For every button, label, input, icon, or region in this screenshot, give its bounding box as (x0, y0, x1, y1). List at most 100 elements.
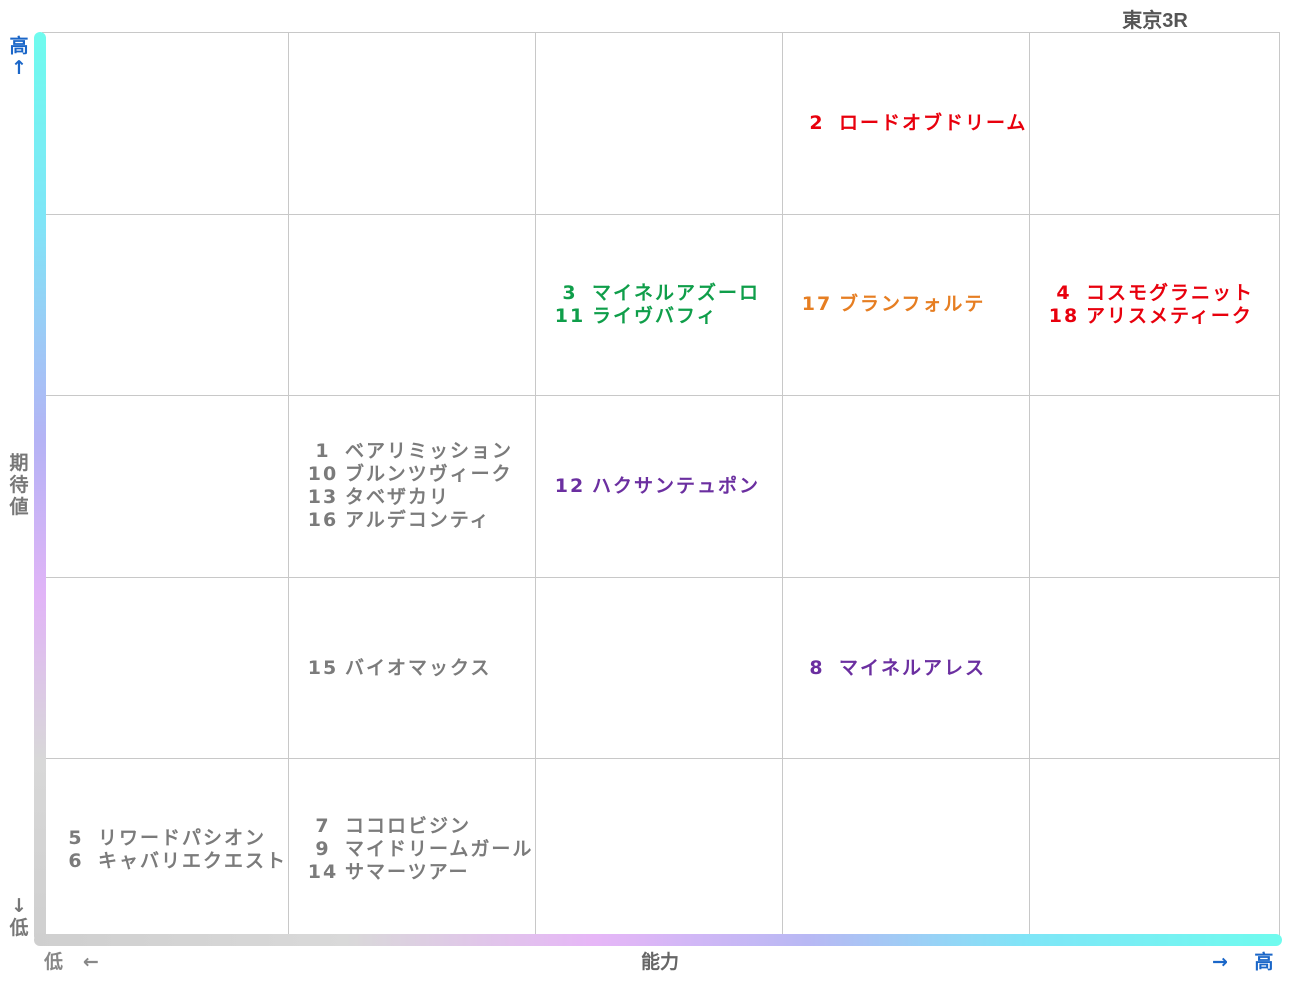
horse-name: マイネルアレス (839, 656, 987, 679)
horse-name: ベアリミッション (345, 440, 514, 463)
horse-entry: 12 ハクサンテュポン (548, 475, 760, 498)
grid-cell: 15 バイオマックス (289, 577, 536, 760)
horse-number: 4 (1056, 281, 1072, 304)
x-axis-low-label: 低 (44, 951, 64, 973)
grid-cell: 17 ブランフォルテ (783, 214, 1030, 397)
horse-name: マイドリームガール (345, 838, 534, 861)
grid-cell (783, 396, 1030, 578)
horse-number: 18 (1048, 304, 1080, 327)
x-axis-high: → 高 (1212, 951, 1273, 973)
y-axis-high-label: 高 (9, 35, 29, 57)
horse-number: 3 (562, 281, 578, 304)
horse-name: ブランフォルテ (839, 293, 986, 316)
horse-entry: 16 アルデコンティ (301, 509, 513, 532)
horse-name: ココロビジン (345, 815, 472, 838)
horse-entry: 8 マイネルアレス (795, 657, 986, 680)
horse-number: 5 (68, 826, 84, 849)
horse-entry: 18 アリスメティーク (1042, 305, 1254, 328)
grid-cell (1030, 578, 1280, 760)
horse-number: 2 (809, 111, 825, 134)
horse-entry: 1 ベアリミッション (301, 440, 513, 463)
y-axis-title: 期待値 (9, 452, 29, 518)
x-axis-low: 低 ← (44, 951, 99, 973)
grid-cell (42, 396, 289, 578)
grid-cell (1030, 396, 1280, 578)
horse-name: ライヴバフィ (592, 304, 718, 327)
grid-cell: 2 ロードオブドリーム (783, 33, 1030, 215)
x-axis-bar (34, 934, 1282, 946)
horse-entry: 14 サマーツアー (301, 861, 533, 884)
grid-cell (1030, 759, 1280, 941)
horse-name: リワードパシオン (98, 826, 267, 849)
horse-name: バイオマックス (345, 656, 492, 679)
cell-entries: 5 リワードパシオン 6 キャバリエクエスト (42, 827, 287, 873)
grid-cell: 8 マイネルアレス (783, 577, 1030, 760)
grid-cell: 5 リワードパシオン 6 キャバリエクエスト (42, 759, 289, 941)
cell-entries: 15 バイオマックス (289, 657, 491, 680)
y-axis-high: 高 ↑ (8, 35, 30, 79)
grid-cell (536, 577, 783, 760)
horse-name: アルデコンティ (345, 509, 491, 532)
horse-number: 13 (307, 486, 339, 509)
horse-number: 10 (307, 463, 339, 486)
cell-entries: 3 マイネルアズーロ 11 ライヴバフィ (536, 282, 760, 328)
up-arrow-icon: ↑ (11, 57, 27, 79)
horse-entry: 13 タベザカリ (301, 486, 513, 509)
horse-entry: 15 バイオマックス (301, 657, 491, 680)
horse-entry: 10 ブルンツヴィーク (301, 463, 513, 486)
horse-entry: 7 ココロビジン (301, 815, 533, 838)
grid-cell: 1 ベアリミッション 10 ブルンツヴィーク 13 タベザカリ 16 アルデコンティ (289, 396, 536, 578)
grid-cell (783, 759, 1030, 941)
horse-entry: 17 ブランフォルテ (795, 293, 985, 316)
grid-cell (289, 33, 536, 215)
horse-number: 6 (68, 849, 84, 872)
horse-name: ブルンツヴィーク (345, 463, 513, 486)
cell-entries: 4 コスモグラニット 18 アリスメティーク (1030, 282, 1254, 328)
cell-entries: 2 ロードオブドリーム (783, 112, 1027, 135)
y-axis-low: ↓ 低 (8, 895, 30, 939)
horse-name: ハクサンテュポン (592, 474, 761, 497)
right-arrow-icon: → (1212, 951, 1228, 973)
horse-number: 17 (801, 293, 833, 316)
grid-cell: 12 ハクサンテュポン (536, 396, 783, 578)
horse-entry: 11 ライヴバフィ (548, 305, 760, 328)
horse-name: コスモグラニット (1086, 281, 1255, 304)
grid-cell (42, 33, 289, 215)
horse-number: 12 (554, 474, 586, 497)
grid-cell (1030, 33, 1280, 215)
grid-cell (289, 214, 536, 397)
cell-entries: 1 ベアリミッション 10 ブルンツヴィーク 13 タベザカリ 16 アルデコンティ (289, 440, 513, 532)
grid-cell: 4 コスモグラニット 18 アリスメティーク (1030, 215, 1280, 397)
horse-number: 1 (315, 440, 331, 463)
horse-number: 15 (307, 656, 339, 679)
grid-cell (536, 759, 783, 941)
y-axis-low-label: 低 (9, 917, 29, 939)
cell-entries: 12 ハクサンテュポン (536, 475, 760, 498)
horse-name: ロードオブドリーム (839, 111, 1028, 134)
horse-name: マイネルアズーロ (592, 281, 761, 304)
grid-cell: 7 ココロビジン 9 マイドリームガール 14 サマーツアー (289, 759, 536, 941)
horse-name: アリスメティーク (1086, 304, 1253, 327)
grid-cell (42, 214, 289, 397)
grid-cell (42, 577, 289, 760)
grid-cell: 3 マイネルアズーロ 11 ライヴバフィ (536, 214, 783, 397)
horse-number: 7 (315, 815, 331, 838)
horse-name: キャバリエクエスト (98, 849, 288, 872)
cell-entries: 8 マイネルアレス (783, 657, 986, 680)
cell-entries: 17 ブランフォルテ (783, 293, 985, 316)
x-axis-title: 能力 (640, 951, 679, 973)
horse-number: 8 (809, 656, 825, 679)
chart-grid: 2 ロードオブドリーム 3 マイネルアズーロ 11 ライヴバフィ 17 ブランフォルテ 4 コスモ… (42, 32, 1280, 941)
horse-number: 11 (554, 304, 586, 327)
horse-number: 9 (315, 838, 331, 861)
horse-number: 16 (307, 509, 339, 532)
horse-entry: 2 ロードオブドリーム (795, 112, 1027, 135)
y-axis-bar (34, 32, 46, 942)
horse-entry: 4 コスモグラニット (1042, 282, 1254, 305)
horse-number: 14 (307, 861, 339, 884)
down-arrow-icon: ↓ (11, 895, 27, 917)
grid-cell (536, 33, 783, 215)
horse-name: サマーツアー (345, 861, 470, 884)
horse-entry: 5 リワードパシオン (54, 827, 287, 850)
horse-entry: 3 マイネルアズーロ (548, 282, 760, 305)
